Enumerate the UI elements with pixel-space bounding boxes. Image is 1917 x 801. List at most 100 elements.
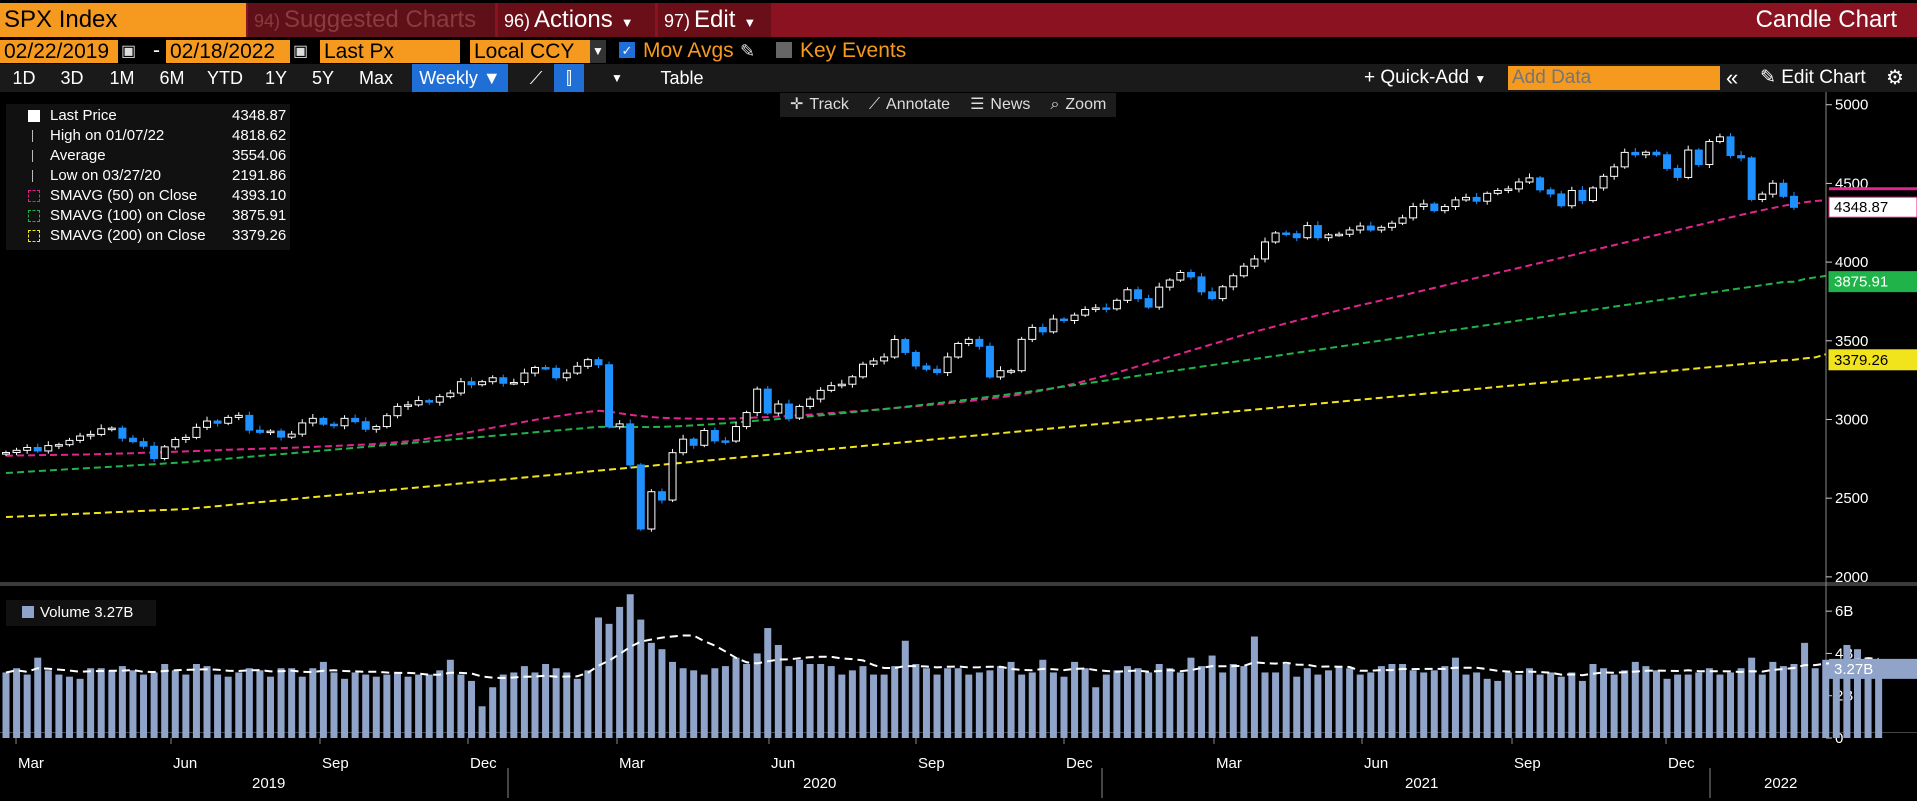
volume-bar: [256, 670, 264, 738]
tool-zoom[interactable]: ⌕ Zoom: [1040, 93, 1116, 117]
candle-chart-icon[interactable]: ⫿: [554, 64, 584, 92]
calendar-icon[interactable]: ▣: [293, 43, 309, 60]
candle-body: [1081, 308, 1090, 316]
volume-bar: [1779, 666, 1787, 738]
legend-row[interactable]: SMAVG (50) on Close 4393.10: [12, 186, 290, 206]
candle-body: [922, 365, 931, 370]
candle-body: [1567, 189, 1576, 207]
legend-swatch: [32, 170, 38, 182]
mov-avgs-checkbox[interactable]: ✓: [619, 42, 635, 58]
candle-body: [1366, 225, 1375, 231]
volume-bar: [626, 594, 634, 738]
chart-type-dropdown-icon[interactable]: ▼: [611, 71, 623, 85]
volume-tag: 3.27B: [1834, 661, 1873, 678]
actions-menu[interactable]: 96) Actions ▼: [498, 3, 655, 37]
candle-body: [520, 372, 529, 383]
legend-row[interactable]: Low on 03/27/20 2191.86: [12, 166, 290, 186]
candle-body: [721, 440, 730, 443]
period-button-1y[interactable]: 1Y: [264, 68, 288, 88]
currency-dropdown-icon[interactable]: ▼: [590, 40, 606, 63]
candle-body: [404, 404, 413, 407]
line-chart-icon[interactable]: ⟋: [529, 68, 543, 88]
volume-bar: [870, 674, 878, 738]
panel-divider[interactable]: [0, 582, 1917, 586]
volume-bar: [594, 617, 602, 738]
currency-selector[interactable]: Local CCY: [470, 40, 590, 63]
candle-body: [1472, 196, 1481, 202]
gear-icon[interactable]: ⚙: [1886, 67, 1904, 89]
tool-track[interactable]: ✛ Track: [780, 93, 859, 117]
period-button-6m[interactable]: 6M: [159, 68, 185, 88]
candle-body: [1229, 275, 1238, 288]
candle-body: [456, 381, 465, 394]
candle-body: [806, 398, 815, 407]
volume-bar: [922, 668, 930, 738]
volume-bar: [1060, 676, 1068, 738]
candle-body: [985, 345, 994, 378]
collapse-double-chevron-icon[interactable]: «: [1726, 65, 1739, 90]
tool-news[interactable]: ☰ News: [960, 93, 1040, 117]
month-label: Jun: [173, 755, 197, 772]
candle-body: [1525, 177, 1534, 183]
candle-body: [1631, 151, 1640, 156]
ticker-field[interactable]: SPX Index: [0, 3, 246, 37]
volume-bar: [1536, 674, 1544, 738]
volume-bar: [774, 644, 782, 738]
candle-body: [298, 422, 307, 435]
volume-bar: [1758, 674, 1766, 738]
edit-label: Edit: [694, 6, 736, 33]
legend-row[interactable]: Average 3554.06: [12, 146, 290, 166]
period-button-1m[interactable]: 1M: [109, 68, 135, 88]
legend-row[interactable]: Last Price 4348.87: [12, 106, 290, 126]
frequency-selector[interactable]: Weekly ▼: [412, 64, 508, 92]
volume-bar: [1303, 668, 1311, 738]
period-button-ytd[interactable]: YTD: [207, 68, 243, 88]
candle-body: [287, 433, 296, 438]
volume-bar: [1674, 674, 1682, 738]
suggested-number: 94): [254, 11, 281, 31]
volume-bar: [182, 674, 190, 738]
period-button-1d[interactable]: 1D: [12, 68, 36, 88]
suggested-label: Suggested Charts: [284, 6, 477, 33]
volume-bar: [753, 653, 761, 738]
chart-area[interactable]: 200025003000350040004500500002B4B6B4348.…: [0, 92, 1917, 801]
volume-bar: [1388, 664, 1396, 738]
volume-bar: [1102, 674, 1110, 738]
volume-bar: [764, 628, 772, 738]
volume-bar: [1219, 672, 1227, 738]
edit-chart-button[interactable]: ✎ Edit Chart: [1760, 67, 1866, 88]
last-price-tag-box: [1828, 196, 1917, 218]
volume-bar: [1229, 664, 1237, 738]
volume-bar: [891, 666, 899, 738]
candle-body: [1324, 234, 1333, 239]
start-date-field[interactable]: 02/22/2019: [0, 40, 118, 63]
edit-menu[interactable]: 97) Edit ▼: [658, 3, 771, 37]
candle-body: [1652, 151, 1661, 156]
candle-body: [1715, 136, 1724, 143]
suggested-charts-button[interactable]: 94) Suggested Charts: [248, 3, 495, 37]
candle-body: [277, 430, 286, 438]
table-button[interactable]: Table: [660, 68, 704, 88]
volume-bar: [573, 678, 581, 738]
period-button-5y[interactable]: 5Y: [311, 68, 335, 88]
field-selector[interactable]: Last Px: [320, 40, 460, 63]
volume-bar: [383, 674, 391, 738]
candle-body: [1335, 233, 1344, 237]
volume-bar: [87, 668, 95, 738]
period-button-3d[interactable]: 3D: [60, 68, 84, 88]
key-events-checkbox[interactable]: [776, 42, 792, 58]
end-date-field[interactable]: 02/18/2022: [166, 40, 290, 63]
add-data-input[interactable]: [1508, 66, 1720, 90]
legend-value: 4393.10: [232, 187, 287, 204]
legend-row[interactable]: SMAVG (200) on Close 3379.26: [12, 226, 290, 246]
calendar-icon[interactable]: ▣: [121, 43, 137, 60]
legend-row[interactable]: SMAVG (100) on Close 3875.91: [12, 206, 290, 226]
tool-annotate[interactable]: ⟋ Annotate: [859, 93, 960, 117]
legend-row[interactable]: High on 01/07/22 4818.62: [12, 126, 290, 146]
volume-bar: [1663, 678, 1671, 738]
quick-add-button[interactable]: + Quick-Add ▼: [1364, 67, 1487, 88]
period-button-max[interactable]: Max: [358, 68, 393, 88]
candle-body: [1387, 222, 1396, 228]
pencil-icon[interactable]: ✎: [740, 41, 756, 61]
